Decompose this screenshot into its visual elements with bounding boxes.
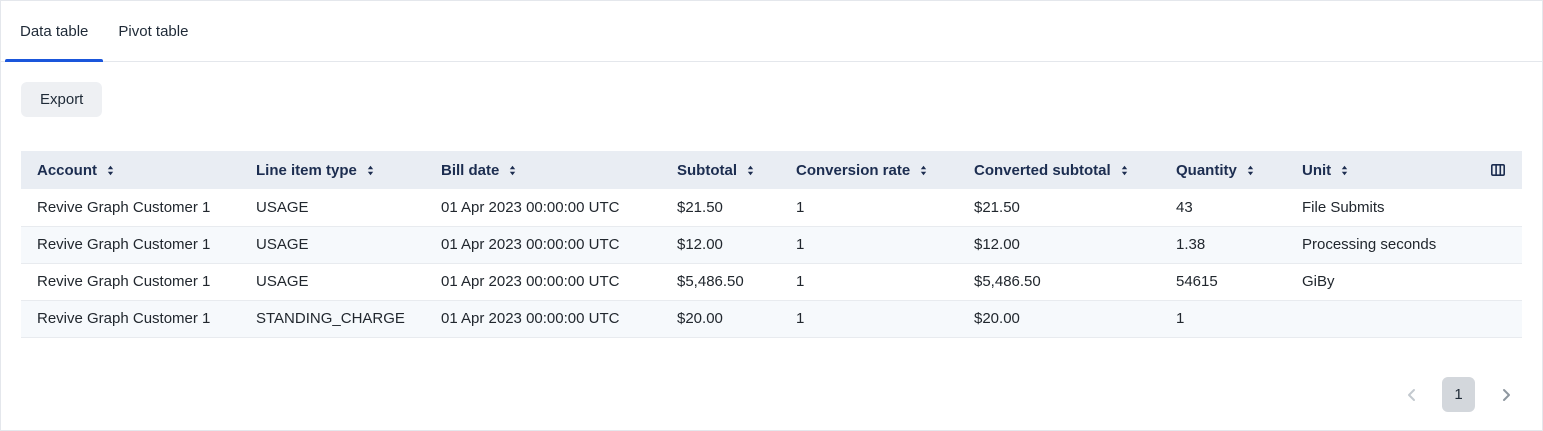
sort-arrows-icon	[1338, 164, 1351, 177]
cell-subtotal: $20.00	[661, 300, 780, 338]
table-row: Revive Graph Customer 1 USAGE 01 Apr 2023 …	[21, 226, 1522, 264]
cell-account: Revive Graph Customer 1	[21, 263, 240, 301]
cell-bill-date: 01 Apr 2023 00:00:00 UTC	[425, 189, 661, 227]
cell-unit: File Submits	[1286, 189, 1478, 227]
tab-data-table[interactable]: Data table	[5, 1, 104, 62]
column-header-converted-subtotal[interactable]: Converted subtotal	[958, 151, 1160, 189]
cell-column-settings	[1478, 263, 1522, 301]
cell-account: Revive Graph Customer 1	[21, 300, 240, 338]
next-page-button[interactable]	[1489, 377, 1522, 412]
cell-column-settings	[1478, 300, 1522, 338]
column-header-unit[interactable]: Unit	[1286, 151, 1478, 189]
column-label: Subtotal	[677, 161, 737, 179]
cell-converted-subtotal: $20.00	[958, 300, 1160, 338]
cell-line-item-type: STANDING_CHARGE	[240, 300, 425, 338]
cell-column-settings	[1478, 226, 1522, 264]
pagination: 1	[1395, 377, 1522, 412]
cell-subtotal: $5,486.50	[661, 263, 780, 301]
column-label: Conversion rate	[796, 161, 911, 179]
cell-conversion-rate: 1	[780, 263, 958, 301]
cell-quantity: 54615	[1160, 263, 1286, 301]
cell-conversion-rate: 1	[780, 226, 958, 264]
cell-conversion-rate: 1	[780, 300, 958, 338]
column-label: Line item type	[256, 161, 357, 179]
cell-quantity: 43	[1160, 189, 1286, 227]
data-table: Account Line item type Bill date Subtotal Co…	[21, 151, 1522, 338]
cell-bill-date: 01 Apr 2023 00:00:00 UTC	[425, 226, 661, 264]
column-label: Bill date	[441, 161, 500, 179]
column-label: Converted subtotal	[974, 161, 1111, 179]
tab-bar: Data table Pivot table	[1, 1, 1542, 62]
chevron-left-icon	[1404, 387, 1420, 403]
cell-converted-subtotal: $12.00	[958, 226, 1160, 264]
column-header-bill-date[interactable]: Bill date	[425, 151, 661, 189]
cell-column-settings	[1478, 189, 1522, 227]
cell-line-item-type: USAGE	[240, 189, 425, 227]
sort-arrows-icon	[364, 164, 377, 177]
cell-conversion-rate: 1	[780, 189, 958, 227]
sort-arrows-icon	[744, 164, 757, 177]
chevron-right-icon	[1498, 387, 1514, 403]
column-header-conversion-rate[interactable]: Conversion rate	[780, 151, 958, 189]
cell-unit	[1286, 300, 1478, 338]
cell-subtotal: $21.50	[661, 189, 780, 227]
export-button[interactable]: Export	[21, 82, 103, 117]
sort-arrows-icon	[104, 164, 117, 177]
cell-account: Revive Graph Customer 1	[21, 189, 240, 227]
sort-arrows-icon	[917, 164, 930, 177]
cell-unit: Processing seconds	[1286, 226, 1478, 264]
cell-quantity: 1	[1160, 300, 1286, 338]
cell-converted-subtotal: $5,486.50	[958, 263, 1160, 301]
prev-page-button[interactable]	[1395, 377, 1428, 412]
table-body: Revive Graph Customer 1 USAGE 01 Apr 2023 …	[21, 189, 1522, 338]
column-header-account[interactable]: Account	[21, 151, 240, 189]
cell-unit: GiBy	[1286, 263, 1478, 301]
cell-quantity: 1.38	[1160, 226, 1286, 264]
table-row: Revive Graph Customer 1 USAGE 01 Apr 2023 …	[21, 189, 1522, 227]
sort-arrows-icon	[506, 164, 519, 177]
table-header-row: Account Line item type Bill date Subtotal Co…	[21, 151, 1522, 189]
toolbar: Export	[1, 62, 1542, 117]
cell-account: Revive Graph Customer 1	[21, 226, 240, 264]
column-header-column-settings[interactable]	[1478, 151, 1522, 189]
column-label: Account	[37, 161, 97, 179]
tab-pivot-table[interactable]: Pivot table	[118, 22, 189, 40]
cell-subtotal: $12.00	[661, 226, 780, 264]
page-number-button[interactable]: 1	[1442, 377, 1475, 412]
column-label: Unit	[1302, 161, 1332, 179]
sort-arrows-icon	[1118, 164, 1131, 177]
cell-bill-date: 01 Apr 2023 00:00:00 UTC	[425, 263, 661, 301]
sort-arrows-icon	[1244, 164, 1257, 177]
column-label: Quantity	[1176, 161, 1237, 179]
column-header-subtotal[interactable]: Subtotal	[661, 151, 780, 189]
columns-icon[interactable]	[1490, 162, 1506, 178]
cell-bill-date: 01 Apr 2023 00:00:00 UTC	[425, 300, 661, 338]
table-row: Revive Graph Customer 1 USAGE 01 Apr 2023 …	[21, 263, 1522, 301]
cell-line-item-type: USAGE	[240, 263, 425, 301]
table-row: Revive Graph Customer 1 STANDING_CHARGE 01…	[21, 300, 1522, 338]
column-header-quantity[interactable]: Quantity	[1160, 151, 1286, 189]
cell-line-item-type: USAGE	[240, 226, 425, 264]
cell-converted-subtotal: $21.50	[958, 189, 1160, 227]
column-header-line-item-type[interactable]: Line item type	[240, 151, 425, 189]
